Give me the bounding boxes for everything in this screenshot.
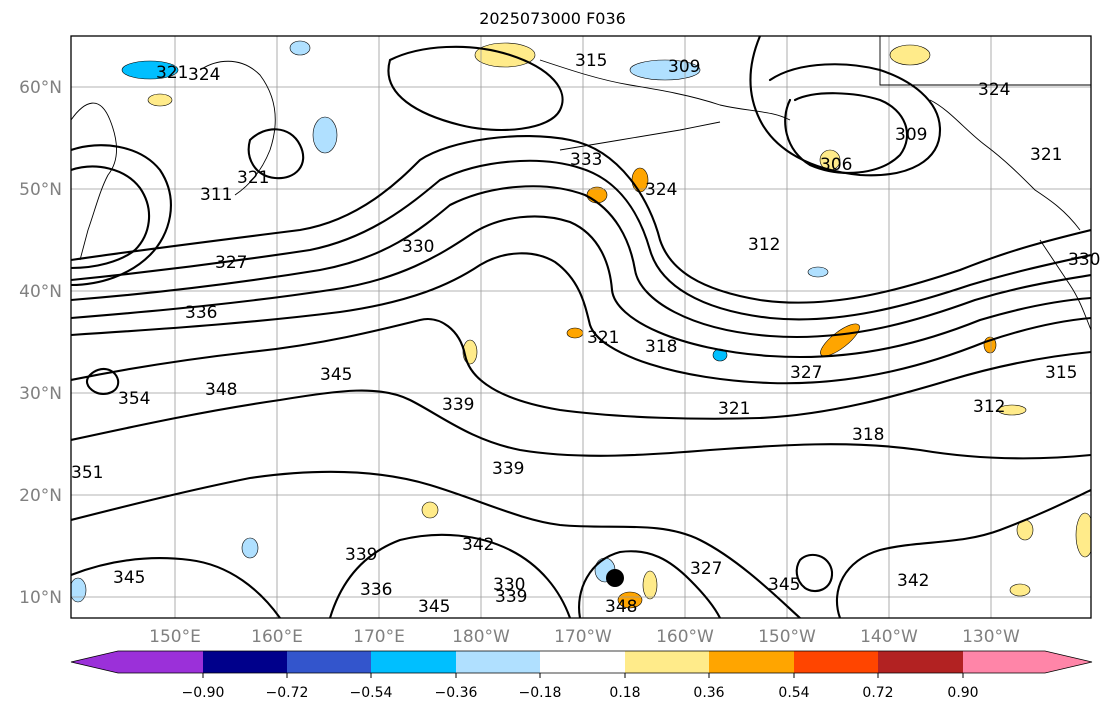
latitude-labels: 60°N 50°N 40°N 30°N 20°N 10°N bbox=[19, 78, 62, 608]
contour-label: 330 bbox=[1068, 250, 1100, 270]
contour-labels: 321 324 315 309 324 306 309 321 311 321 … bbox=[71, 51, 1100, 617]
contour-label: 339 bbox=[442, 395, 474, 415]
contour-label: 321 bbox=[1030, 145, 1062, 165]
colorbar-segment bbox=[456, 651, 540, 673]
contour-label: 321 bbox=[718, 399, 750, 419]
contour-label: 339 bbox=[495, 587, 527, 607]
contour-label: 336 bbox=[185, 303, 217, 323]
contour-label: 339 bbox=[345, 545, 377, 565]
colorbar-extend-high bbox=[1045, 651, 1092, 673]
colorbar-segment bbox=[203, 651, 287, 673]
contour-label: 345 bbox=[418, 597, 450, 617]
colorbar-segment bbox=[118, 651, 203, 673]
colorbar-ticks bbox=[202, 673, 964, 678]
colorbar-tick-label: −0.72 bbox=[266, 685, 309, 701]
contour-label: 318 bbox=[852, 425, 884, 445]
colorbar-outline bbox=[70, 650, 1093, 674]
colorbar-tick-label: 0.18 bbox=[609, 685, 640, 701]
lon-tick-label: 180°W bbox=[452, 627, 510, 647]
contour-label: 348 bbox=[205, 380, 237, 400]
colorbar-segment bbox=[625, 651, 709, 673]
contour-label: 339 bbox=[492, 459, 524, 479]
colorbar-tick-label: −0.18 bbox=[519, 685, 562, 701]
colorbar-tick-label: 0.72 bbox=[862, 685, 893, 701]
colorbar-tick-label: −0.36 bbox=[435, 685, 478, 701]
contour-label: 336 bbox=[360, 580, 392, 600]
contour-label: 309 bbox=[895, 125, 927, 145]
lon-tick-label: 150°W bbox=[758, 627, 816, 647]
colorbar-tick-label: −0.54 bbox=[350, 685, 393, 701]
contour-label: 330 bbox=[493, 575, 525, 595]
colorbar: −0.90 −0.72 −0.54 −0.36 −0.18 0.18 0.36 … bbox=[70, 650, 1093, 701]
contour-label: 321 bbox=[156, 63, 188, 83]
colorbar-extend-low bbox=[71, 651, 118, 673]
colorbar-segment bbox=[878, 651, 963, 673]
map-frame bbox=[70, 35, 1092, 619]
contour-label: 324 bbox=[645, 180, 677, 200]
lat-tick-label: 20°N bbox=[19, 486, 62, 506]
lon-tick-label: 160°E bbox=[251, 627, 303, 647]
map-title: 2025073000 F036 bbox=[479, 9, 626, 28]
lon-tick-label: 160°W bbox=[656, 627, 714, 647]
colorbar-tick-label: −0.90 bbox=[182, 685, 225, 701]
lat-tick-label: 10°N bbox=[19, 588, 62, 608]
colorbar-segment bbox=[540, 651, 625, 673]
contour-label: 324 bbox=[978, 80, 1010, 100]
contour-label: 309 bbox=[668, 57, 700, 77]
height-contours bbox=[71, 36, 1091, 618]
contour-label: 342 bbox=[462, 535, 494, 555]
lon-tick-label: 170°E bbox=[353, 627, 405, 647]
colorbar-segment bbox=[287, 651, 371, 673]
contour-label: 327 bbox=[790, 363, 822, 383]
map-area bbox=[71, 36, 1091, 618]
contour-label: 321 bbox=[237, 168, 269, 188]
contour-label: 333 bbox=[570, 150, 602, 170]
longitude-labels: 150°E 160°E 170°E 180°W 170°W 160°W 150°… bbox=[149, 627, 1020, 647]
contour-label: 312 bbox=[748, 235, 780, 255]
contour-label: 324 bbox=[188, 65, 220, 85]
lat-tick-label: 50°N bbox=[19, 180, 62, 200]
colorbar-tick-label: 0.90 bbox=[947, 685, 978, 701]
contour-label: 311 bbox=[200, 185, 232, 205]
contour-label: 327 bbox=[690, 559, 722, 579]
colorbar-segment bbox=[794, 651, 878, 673]
tropical-cyclone-dot bbox=[606, 569, 624, 587]
lat-tick-label: 30°N bbox=[19, 384, 62, 404]
lat-tick-label: 60°N bbox=[19, 78, 62, 98]
contour-label: 345 bbox=[320, 365, 352, 385]
lon-tick-label: 150°E bbox=[149, 627, 201, 647]
contour-label: 351 bbox=[71, 463, 103, 483]
contour-label: 327 bbox=[215, 253, 247, 273]
contour-label: 312 bbox=[973, 397, 1005, 417]
lon-tick-label: 140°W bbox=[860, 627, 918, 647]
colorbar-tick-label: 0.54 bbox=[778, 685, 809, 701]
contour-label: 315 bbox=[575, 51, 607, 71]
contour-label: 345 bbox=[113, 568, 145, 588]
contour-label: 354 bbox=[118, 389, 150, 409]
contour-label: 342 bbox=[897, 571, 929, 591]
colorbar-segment bbox=[371, 651, 456, 673]
lon-tick-label: 170°W bbox=[554, 627, 612, 647]
contour-label: 330 bbox=[402, 237, 434, 257]
contour-label: 315 bbox=[1045, 363, 1077, 383]
colorbar-segment bbox=[963, 651, 1045, 673]
lon-tick-label: 130°W bbox=[962, 627, 1020, 647]
lat-tick-label: 40°N bbox=[19, 282, 62, 302]
contour-label: 306 bbox=[820, 155, 852, 175]
contour-label: 318 bbox=[645, 337, 677, 357]
contour-label: 321 bbox=[587, 328, 619, 348]
contour-label: 345 bbox=[768, 575, 800, 595]
colorbar-tick-label: 0.36 bbox=[693, 685, 724, 701]
contour-label: 348 bbox=[605, 597, 637, 617]
colorbar-segment bbox=[709, 651, 794, 673]
